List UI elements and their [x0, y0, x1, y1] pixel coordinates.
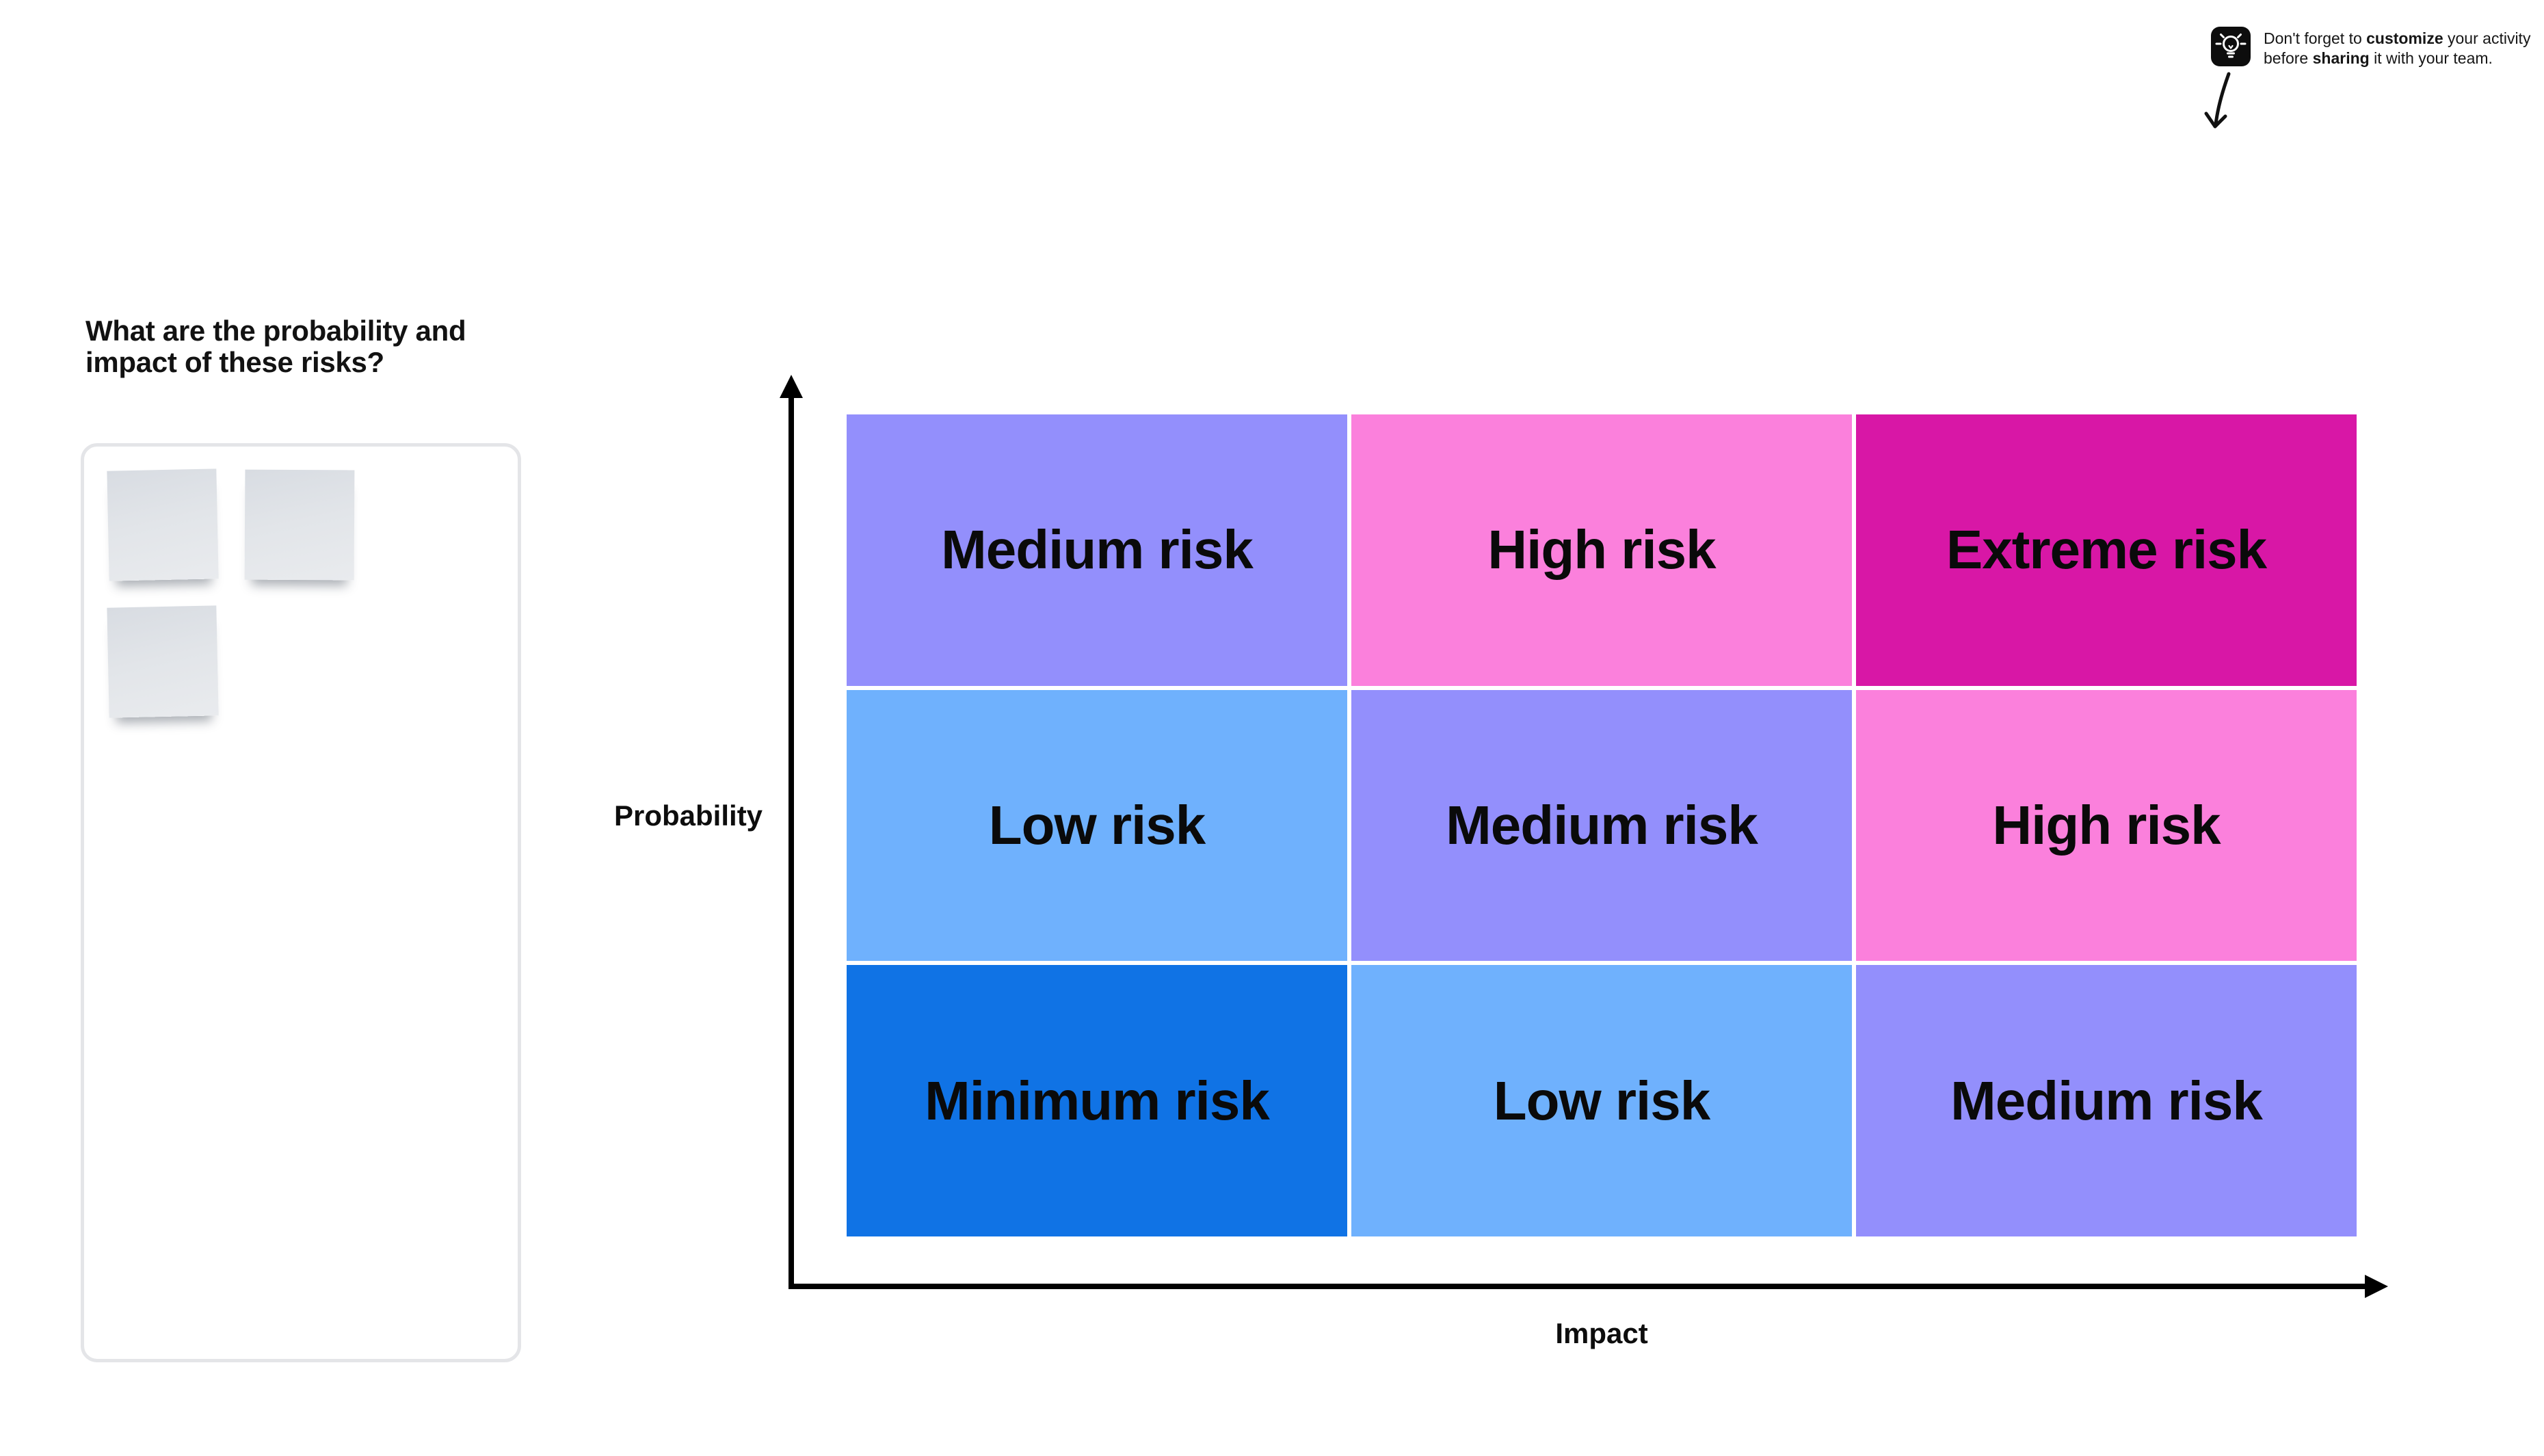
- question-line: impact of these risks?: [85, 346, 384, 378]
- matrix-cell[interactable]: Extreme risk: [1856, 414, 2357, 686]
- question-text[interactable]: What are the probability and impact of t…: [85, 315, 466, 378]
- matrix-cell-label: Low risk: [988, 794, 1206, 856]
- matrix-cell[interactable]: Minimum risk: [847, 965, 1347, 1236]
- matrix-cell-label: Extreme risk: [1946, 519, 2267, 581]
- matrix-cell-label: High risk: [1487, 519, 1716, 581]
- matrix-cell[interactable]: High risk: [1856, 689, 2357, 962]
- matrix-cell[interactable]: Low risk: [1351, 965, 1852, 1236]
- matrix-cell[interactable]: High risk: [1351, 414, 1852, 686]
- tip-toast: Don't forget to customize your activity …: [2211, 27, 2530, 68]
- matrix-cell-label: Medium risk: [941, 519, 1254, 581]
- lightbulb-icon: [2211, 27, 2251, 66]
- matrix-cell-label: Minimum risk: [925, 1070, 1270, 1131]
- matrix-cell[interactable]: Low risk: [847, 689, 1347, 962]
- matrix-cell[interactable]: Medium risk: [1856, 965, 2357, 1236]
- question-line: What are the probability and: [85, 315, 466, 347]
- x-axis-label[interactable]: Impact: [1555, 1317, 1648, 1349]
- tip-line-2: before sharing it with your team.: [2264, 49, 2493, 67]
- matrix-cell-label: High risk: [1992, 794, 2221, 856]
- tip-line-1: Don't forget to customize your activity: [2264, 29, 2531, 47]
- matrix-cell-label: Medium risk: [1950, 1070, 2263, 1131]
- matrix-cell[interactable]: Medium risk: [847, 414, 1347, 686]
- tip-text: Don't forget to customize your activity …: [2264, 27, 2530, 68]
- matrix-cell-label: Medium risk: [1446, 794, 1758, 856]
- risk-matrix: Medium risk High risk Extreme risk Low r…: [847, 414, 2357, 1236]
- sticky-notes-panel[interactable]: [81, 443, 521, 1362]
- matrix-cell-label: Low risk: [1493, 1070, 1711, 1131]
- hand-drawn-arrow-icon: [2204, 72, 2231, 129]
- matrix-cell[interactable]: Medium risk: [1351, 689, 1852, 962]
- y-axis-label[interactable]: Probability: [614, 799, 763, 832]
